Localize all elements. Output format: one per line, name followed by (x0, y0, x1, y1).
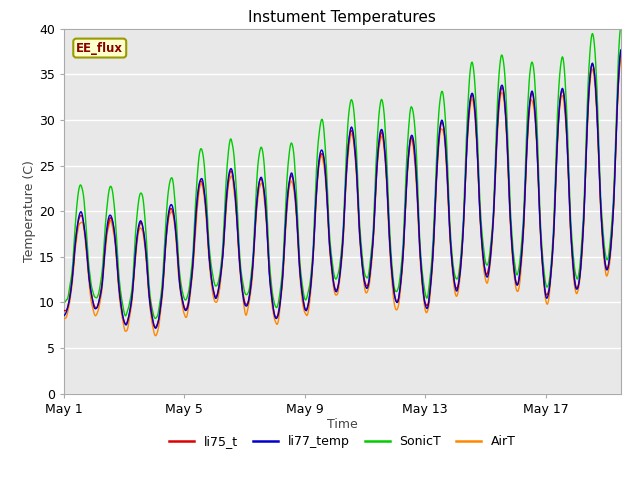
X-axis label: Time: Time (327, 419, 358, 432)
Title: Instument Temperatures: Instument Temperatures (248, 10, 436, 25)
Y-axis label: Temperature (C): Temperature (C) (23, 160, 36, 262)
Text: EE_flux: EE_flux (76, 42, 124, 55)
Legend: li75_t, li77_temp, SonicT, AirT: li75_t, li77_temp, SonicT, AirT (164, 430, 521, 453)
